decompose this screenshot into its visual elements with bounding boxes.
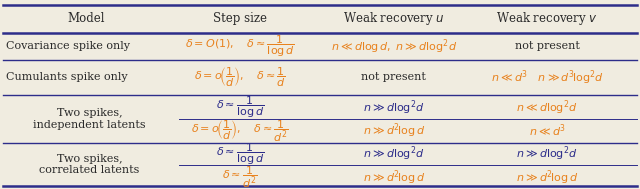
Text: $n \gg d\log^2\! d$: $n \gg d\log^2\! d$	[363, 98, 424, 117]
Text: $n \gg d\log^2\! d$: $n \gg d\log^2\! d$	[516, 145, 578, 163]
Text: Cumulants spike only: Cumulants spike only	[6, 73, 128, 82]
Text: $n \gg d\log^2\! d$: $n \gg d\log^2\! d$	[363, 145, 424, 163]
Text: $\delta = O(1),\quad \delta \approx \dfrac{1}{\log d}$: $\delta = O(1),\quad \delta \approx \dfr…	[185, 34, 295, 59]
Text: $n \gg d^2\!\log d$: $n \gg d^2\!\log d$	[362, 168, 425, 187]
Text: $n \ll d^3$: $n \ll d^3$	[529, 123, 566, 139]
Text: Model: Model	[68, 12, 105, 25]
Text: not present: not present	[515, 41, 580, 51]
Text: Weak recovery $u$: Weak recovery $u$	[343, 10, 444, 27]
Text: not present: not present	[361, 73, 426, 82]
Text: $\delta \approx \dfrac{1}{\log d}$: $\delta \approx \dfrac{1}{\log d}$	[216, 141, 264, 167]
Text: $n \ll d\log d,\; n \gg d\log^2\! d$: $n \ll d\log d,\; n \gg d\log^2\! d$	[330, 37, 457, 56]
Text: $n \ll d\log^2\! d$: $n \ll d\log^2\! d$	[516, 98, 578, 117]
Text: $n \gg d^2\!\log d$: $n \gg d^2\!\log d$	[516, 168, 579, 187]
Text: Two spikes,
correlated latents: Two spikes, correlated latents	[40, 154, 140, 175]
Text: $\delta \approx \dfrac{1}{\log d}$: $\delta \approx \dfrac{1}{\log d}$	[216, 95, 264, 120]
Text: $n \gg d^2\!\log d$: $n \gg d^2\!\log d$	[362, 122, 425, 140]
Text: $\delta \approx \dfrac{1}{d^2}$: $\delta \approx \dfrac{1}{d^2}$	[222, 165, 258, 189]
Text: Weak recovery $v$: Weak recovery $v$	[496, 10, 598, 27]
Text: Step size: Step size	[213, 12, 267, 25]
Text: Covariance spike only: Covariance spike only	[6, 41, 131, 51]
Text: $\delta = o\!\left(\dfrac{1}{d}\right),\quad \delta \approx \dfrac{1}{d}$: $\delta = o\!\left(\dfrac{1}{d}\right),\…	[194, 66, 286, 89]
Text: $n \ll d^3\quad n \gg d^3\!\log^2\! d$: $n \ll d^3\quad n \gg d^3\!\log^2\! d$	[491, 68, 604, 87]
Text: Two spikes,
independent latents: Two spikes, independent latents	[33, 108, 146, 130]
Text: $\delta = o\!\left(\dfrac{1}{d}\right),\quad \delta \approx \dfrac{1}{d^2}$: $\delta = o\!\left(\dfrac{1}{d}\right),\…	[191, 118, 289, 144]
